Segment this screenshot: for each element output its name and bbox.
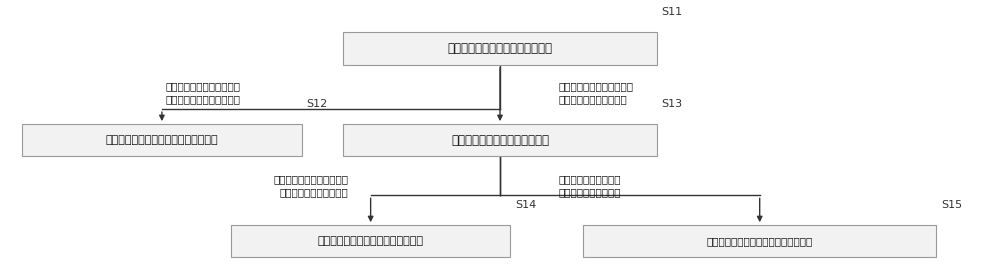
Text: 在所述红外像素点的数量的
值大于或等于预设阈值时: 在所述红外像素点的数量的 值大于或等于预设阈值时 bbox=[273, 174, 348, 198]
FancyBboxPatch shape bbox=[343, 32, 657, 65]
Text: S11: S11 bbox=[662, 7, 683, 17]
Text: S12: S12 bbox=[306, 99, 328, 109]
Text: 判定所述目标对象在预设检测范围内: 判定所述目标对象在预设检测范围内 bbox=[318, 236, 424, 246]
FancyBboxPatch shape bbox=[231, 225, 510, 257]
Text: 在所述红外像素点的数
量的值小于预设阈值时: 在所述红外像素点的数 量的值小于预设阈值时 bbox=[559, 174, 621, 198]
Text: 在所述热成像图像中未包括
所述目标对象的成像图像时: 在所述热成像图像中未包括 所述目标对象的成像图像时 bbox=[165, 81, 240, 104]
Text: S15: S15 bbox=[941, 200, 962, 210]
FancyBboxPatch shape bbox=[343, 124, 657, 156]
Text: 获取所述红外传感器的热成像图像: 获取所述红外传感器的热成像图像 bbox=[448, 42, 552, 55]
Text: S14: S14 bbox=[515, 200, 536, 210]
Text: 判定所述目标对象不在预设检测范围内: 判定所述目标对象不在预设检测范围内 bbox=[707, 236, 813, 246]
FancyBboxPatch shape bbox=[583, 225, 936, 257]
Text: 判断所述目标对象不在预设检测范围内: 判断所述目标对象不在预设检测范围内 bbox=[106, 135, 218, 145]
FancyBboxPatch shape bbox=[22, 124, 302, 156]
Text: 在所述热成像图像中包括所
述目标对象的成像图像时: 在所述热成像图像中包括所 述目标对象的成像图像时 bbox=[559, 81, 634, 104]
Text: S13: S13 bbox=[662, 99, 683, 109]
Text: 获取所述目标对象的红外像素点: 获取所述目标对象的红外像素点 bbox=[451, 134, 549, 147]
